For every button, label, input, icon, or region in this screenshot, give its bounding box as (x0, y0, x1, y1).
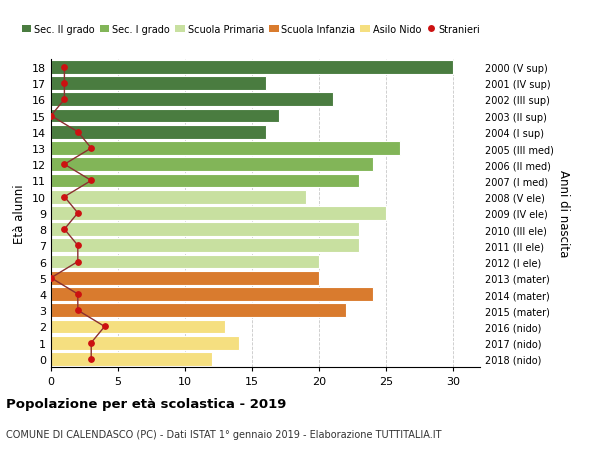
Bar (51, 126, 265, 140)
Point (59, 194, 69, 201)
Bar (51, 223, 359, 236)
Point (100, 323, 109, 330)
Bar (51, 239, 359, 253)
Point (73, 307, 83, 314)
Point (73, 258, 83, 266)
Text: Popolazione per età scolastica - 2019: Popolazione per età scolastica - 2019 (6, 397, 286, 410)
Bar (51, 174, 359, 188)
Y-axis label: Età alunni: Età alunni (13, 184, 26, 243)
Bar (51, 158, 373, 172)
Bar (51, 190, 306, 204)
Bar (51, 109, 279, 123)
Bar (51, 320, 225, 334)
Point (86, 145, 96, 152)
Point (46, 274, 56, 282)
Point (59, 96, 69, 104)
Point (86, 177, 96, 185)
Bar (51, 142, 400, 156)
Text: COMUNE DI CALENDASCO (PC) - Dati ISTAT 1° gennaio 2019 - Elaborazione TUTTITALIA: COMUNE DI CALENDASCO (PC) - Dati ISTAT 1… (6, 429, 442, 439)
Bar (51, 352, 212, 366)
Bar (51, 304, 346, 318)
Point (46, 112, 56, 120)
Bar (51, 336, 239, 350)
Point (59, 226, 69, 233)
Point (59, 80, 69, 88)
Bar (51, 61, 453, 75)
Bar (51, 255, 319, 269)
Point (73, 210, 83, 217)
Point (86, 339, 96, 347)
Point (59, 161, 69, 168)
Point (73, 242, 83, 250)
Point (86, 355, 96, 363)
Point (59, 64, 69, 72)
Bar (51, 287, 373, 301)
Bar (51, 93, 332, 107)
Y-axis label: Anni di nascita: Anni di nascita (557, 170, 571, 257)
Point (73, 291, 83, 298)
Bar (51, 77, 265, 91)
Point (73, 129, 83, 136)
Bar (51, 271, 319, 285)
Legend: Sec. II grado, Sec. I grado, Scuola Primaria, Scuola Infanzia, Asilo Nido, Stran: Sec. II grado, Sec. I grado, Scuola Prim… (22, 24, 481, 34)
Bar (51, 207, 386, 220)
